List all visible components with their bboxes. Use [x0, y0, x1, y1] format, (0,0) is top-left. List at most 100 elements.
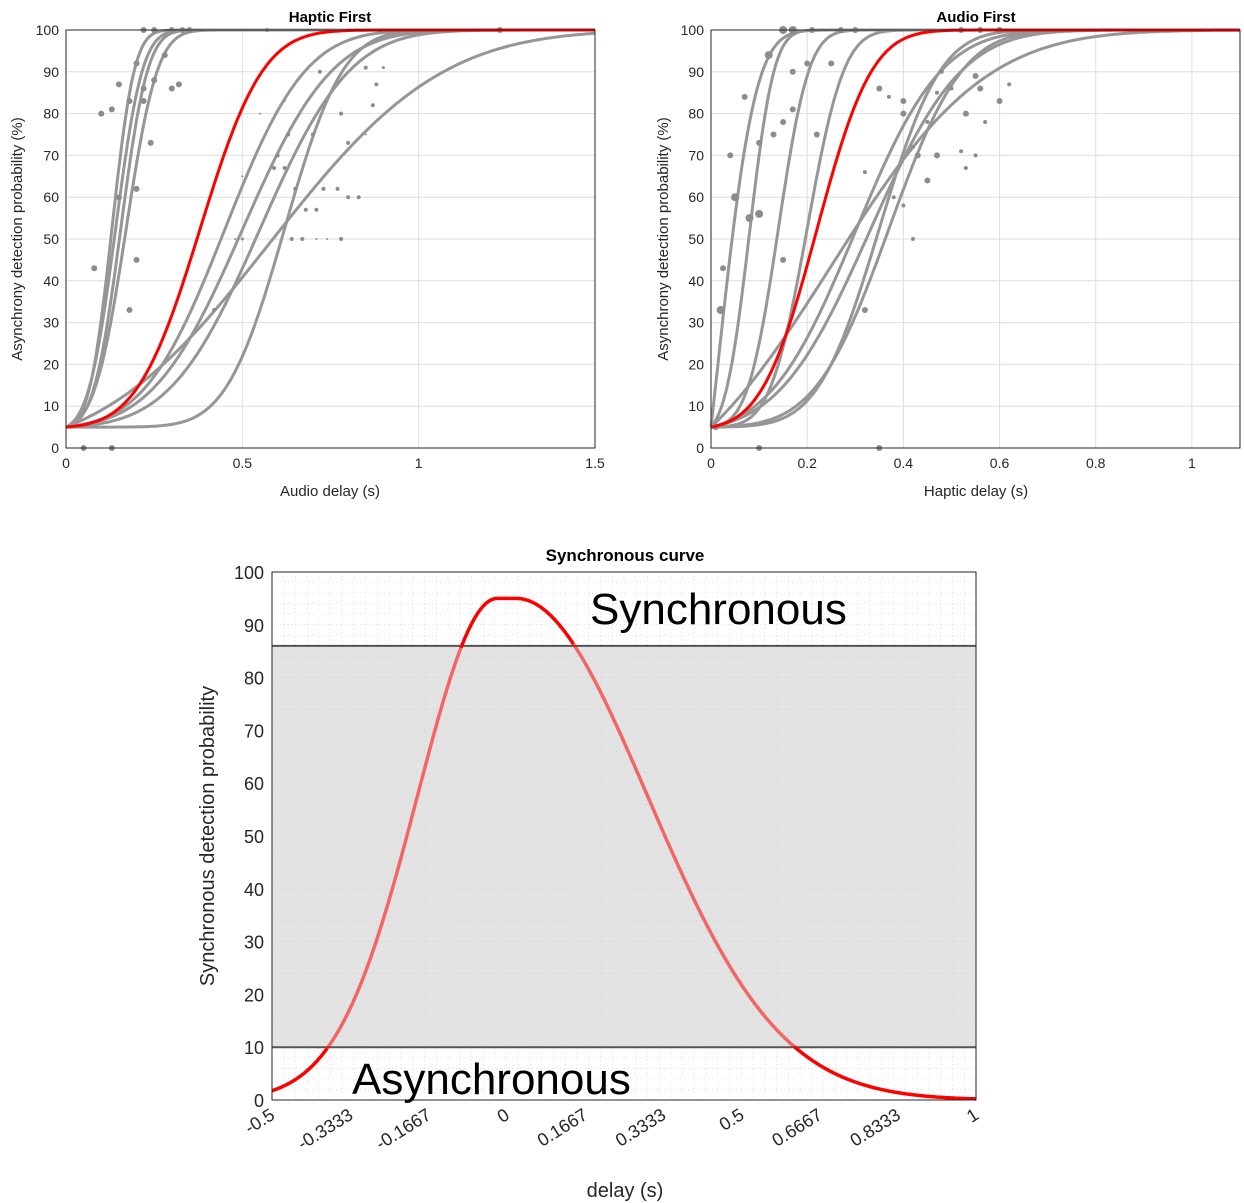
- data-point: [370, 103, 375, 108]
- data-point: [133, 185, 140, 192]
- data-point: [364, 133, 367, 136]
- data-point: [140, 98, 147, 105]
- data-point: [275, 153, 280, 158]
- plot-frame: [271, 571, 977, 1101]
- x-tick-label: 0.5: [716, 1104, 748, 1134]
- data-point: [901, 203, 906, 208]
- data-point: [755, 209, 764, 218]
- curve-segment-in-band: [325, 647, 463, 1050]
- data-point: [804, 60, 811, 67]
- data-point: [780, 118, 787, 125]
- y-tick-label: 60: [43, 189, 59, 205]
- data-point: [959, 149, 964, 154]
- data-point: [910, 145, 915, 150]
- x-tick-label: 0.3333: [612, 1104, 669, 1150]
- x-tick-label: 0: [494, 1104, 513, 1126]
- data-point: [175, 81, 182, 88]
- data-point: [241, 175, 244, 178]
- curve-segment-outside-band: [792, 1045, 976, 1101]
- data-point: [731, 193, 740, 202]
- y-tick-label: 30: [244, 933, 264, 953]
- points: [80, 27, 503, 451]
- data-point: [949, 86, 954, 91]
- data-point: [914, 152, 921, 159]
- data-point: [346, 195, 351, 200]
- y-axis-label: Asynchrony detection probability (%): [655, 117, 672, 360]
- x-tick-label: 0.2: [797, 455, 817, 471]
- y-tick-label: 30: [43, 315, 59, 331]
- chart-title: Audio First: [936, 9, 1015, 26]
- data-point: [789, 68, 796, 75]
- y-tick-label: 0: [696, 440, 704, 456]
- points: [712, 26, 1012, 451]
- x-tick-labels: 0 0.5 1 1.5: [62, 455, 605, 471]
- data-point: [935, 90, 940, 95]
- y-tick-label: 80: [244, 669, 264, 689]
- data-point: [346, 140, 351, 145]
- curve-segment-outside-band: [459, 596, 575, 649]
- data-point: [828, 60, 835, 67]
- data-point: [147, 139, 154, 146]
- chart-title: Haptic First: [289, 9, 372, 26]
- data-point: [741, 93, 748, 100]
- data-point: [891, 195, 896, 200]
- data-point: [161, 52, 168, 59]
- data-point: [996, 98, 1003, 105]
- y-tick-label: 10: [43, 398, 59, 414]
- data-point: [282, 165, 287, 170]
- y-tick-label: 100: [36, 22, 60, 38]
- x-tick-label: 1: [415, 455, 423, 471]
- data-point: [973, 153, 978, 158]
- data-point: [745, 214, 754, 223]
- data-point: [335, 186, 340, 191]
- data-point: [983, 119, 988, 124]
- data-point: [115, 81, 122, 88]
- data-point: [293, 186, 298, 191]
- data-point: [289, 237, 294, 241]
- y-tick-label: 40: [688, 273, 704, 289]
- data-point: [286, 132, 291, 137]
- individual-fit-curve: [65, 31, 596, 429]
- y-tick-label: 70: [244, 721, 264, 741]
- y-tick-label: 80: [688, 106, 704, 122]
- y-tick-label: 90: [244, 616, 264, 636]
- data-point: [720, 265, 727, 272]
- data-point: [315, 238, 318, 240]
- y-tick-label: 100: [234, 563, 264, 583]
- y-tick-label: 20: [43, 356, 59, 372]
- x-tick-labels: 0 0.2 0.4 0.6 0.8 1: [707, 455, 1196, 471]
- data-point: [212, 308, 217, 313]
- y-tick-label: 60: [244, 774, 264, 794]
- data-point: [133, 256, 140, 263]
- data-point: [168, 85, 175, 92]
- x-tick-label: -0.3333: [294, 1104, 356, 1153]
- y-tick-label: 70: [43, 147, 59, 163]
- x-tick-label: 1: [1188, 455, 1196, 471]
- data-point: [126, 307, 133, 314]
- data-point: [339, 237, 344, 241]
- plot-frame: [710, 29, 1241, 449]
- data-point: [310, 132, 315, 137]
- x-tick-label: -0.1667: [372, 1104, 434, 1153]
- data-point: [727, 152, 734, 159]
- data-point: [91, 265, 98, 272]
- x-axis-label: delay (s): [587, 1180, 664, 1202]
- y-tick-label: 100: [681, 22, 705, 38]
- data-point: [876, 85, 883, 92]
- y-tick-label: 90: [688, 64, 704, 80]
- data-point: [98, 110, 105, 117]
- x-tick-label: 0.5: [233, 455, 253, 471]
- data-point: [300, 237, 305, 241]
- y-tick-label: 10: [688, 398, 704, 414]
- data-point: [325, 238, 328, 240]
- y-tick-label: 20: [688, 356, 704, 372]
- x-axis-label: Audio delay (s): [280, 483, 380, 500]
- data-point: [115, 194, 122, 201]
- data-point: [716, 306, 725, 315]
- synchronous-curve-line: [271, 596, 976, 1101]
- x-tick-label: 0.4: [894, 455, 914, 471]
- data-point: [886, 94, 891, 99]
- y-tick-label: 50: [244, 827, 264, 847]
- curve-segment-in-band: [572, 643, 796, 1048]
